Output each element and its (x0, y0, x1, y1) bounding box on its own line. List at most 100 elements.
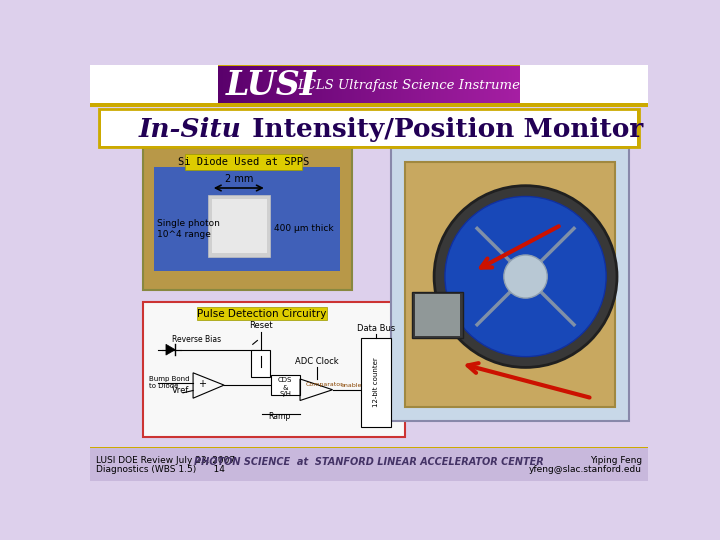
Bar (261, 65, 262, 103)
Bar (305, 65, 306, 103)
Bar (324, 65, 325, 103)
Bar (252, 65, 253, 103)
Text: Data Bus: Data Bus (357, 324, 395, 333)
Bar (488, 65, 489, 103)
Bar (355, 65, 356, 103)
Bar (490, 65, 492, 103)
Bar (452, 65, 453, 103)
Bar (231, 65, 232, 103)
Bar (297, 65, 299, 103)
Bar (143, 148, 352, 291)
Bar (375, 65, 376, 103)
Bar (304, 65, 305, 103)
Bar (363, 65, 364, 103)
Bar (235, 65, 236, 103)
Bar (342, 65, 343, 103)
Bar (496, 65, 497, 103)
Bar (339, 65, 340, 103)
Bar (256, 65, 258, 103)
Bar (505, 65, 506, 103)
Bar (468, 65, 469, 103)
Bar (234, 65, 235, 103)
Bar (396, 65, 397, 103)
Bar (517, 65, 518, 103)
Bar (240, 65, 241, 103)
Bar (251, 65, 252, 103)
Circle shape (445, 197, 606, 356)
Bar (283, 65, 284, 103)
Bar (249, 65, 250, 103)
Bar (433, 65, 434, 103)
Bar (493, 65, 494, 103)
Bar (479, 65, 480, 103)
Text: Reverse Bias: Reverse Bias (172, 335, 221, 344)
Bar (315, 65, 316, 103)
Bar (476, 65, 477, 103)
Bar (320, 65, 321, 103)
Text: Bump Bond
to Diode: Bump Bond to Diode (149, 376, 189, 389)
Bar (412, 65, 413, 103)
Bar (487, 65, 488, 103)
Bar (246, 65, 248, 103)
Bar (361, 338, 391, 427)
Bar (437, 65, 438, 103)
Bar (333, 65, 334, 103)
Bar (463, 65, 464, 103)
Bar (302, 65, 303, 103)
Bar (495, 65, 496, 103)
Bar (384, 65, 385, 103)
Bar (287, 65, 289, 103)
Bar (208, 195, 270, 256)
Bar (492, 65, 493, 103)
Text: yfeng@slac.stanford.edu: yfeng@slac.stanford.edu (528, 465, 642, 474)
Bar (323, 65, 324, 103)
Bar (454, 65, 455, 103)
Bar (514, 65, 515, 103)
Bar (398, 65, 399, 103)
Bar (253, 65, 254, 103)
Bar (264, 65, 265, 103)
Bar (411, 65, 412, 103)
Bar (335, 65, 336, 103)
Text: 2 mm: 2 mm (225, 174, 253, 184)
Bar (325, 65, 326, 103)
Bar (395, 65, 396, 103)
Bar (482, 65, 483, 103)
Bar (441, 65, 442, 103)
Bar (471, 65, 472, 103)
Bar (435, 65, 436, 103)
Bar (299, 65, 300, 103)
Bar (414, 65, 415, 103)
Bar (424, 65, 425, 103)
Bar (369, 65, 370, 103)
Bar (327, 65, 328, 103)
Text: PHOTON SCIENCE  at  STANFORD LINEAR ACCELERATOR CENTER: PHOTON SCIENCE at STANFORD LINEAR ACCELE… (194, 457, 544, 467)
Bar (456, 65, 457, 103)
Bar (311, 65, 312, 103)
Bar (516, 65, 517, 103)
Bar (318, 65, 319, 103)
Bar (472, 65, 473, 103)
Bar (271, 375, 300, 395)
Bar (312, 65, 313, 103)
Bar (245, 65, 246, 103)
Bar (407, 65, 408, 103)
Bar (508, 65, 509, 103)
Bar (380, 65, 381, 103)
Bar (464, 65, 465, 103)
Bar (500, 65, 502, 103)
Bar (374, 65, 375, 103)
Bar (228, 65, 229, 103)
Bar (466, 65, 467, 103)
Bar (421, 65, 422, 103)
Bar (250, 65, 251, 103)
Text: 400 μm thick: 400 μm thick (274, 224, 334, 233)
Bar (509, 65, 510, 103)
Bar (322, 65, 323, 103)
Bar (143, 302, 405, 437)
Bar (90, 65, 218, 103)
Bar (310, 65, 311, 103)
Bar (218, 65, 219, 103)
Bar (337, 65, 338, 103)
Bar (513, 65, 514, 103)
